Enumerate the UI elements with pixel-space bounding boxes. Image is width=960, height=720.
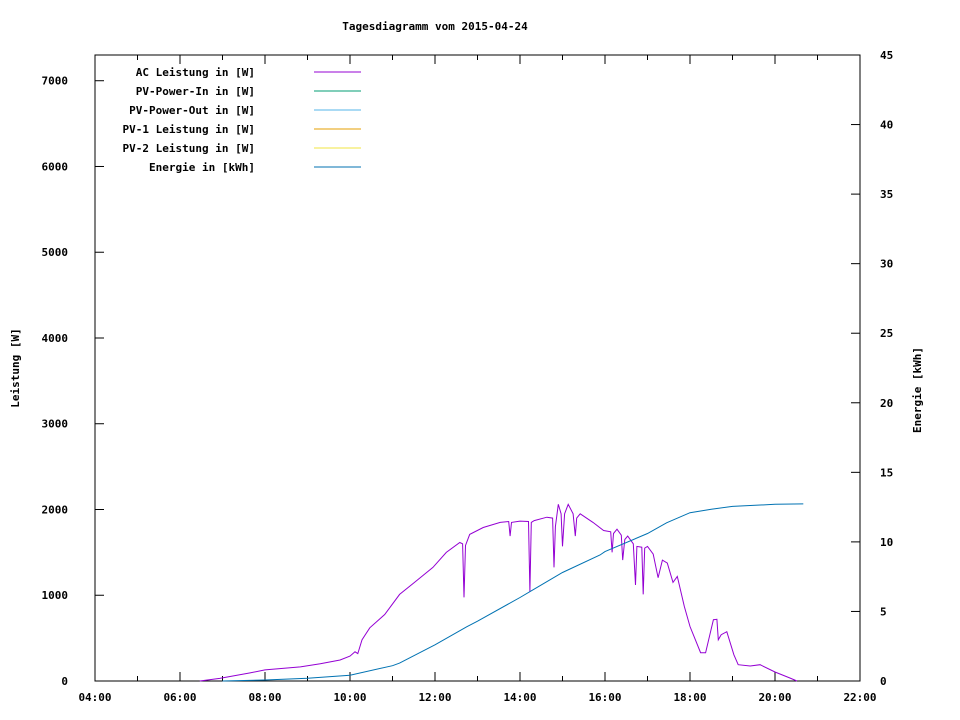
y-tick-label: 7000 xyxy=(42,75,69,88)
x-tick-label: 14:00 xyxy=(503,691,536,704)
y2-tick-label: 0 xyxy=(880,675,887,688)
y2-axis-label: Energie [kWh] xyxy=(911,347,924,433)
chart-title: Tagesdiagramm vom 2015-04-24 xyxy=(342,20,528,33)
x-tick-label: 04:00 xyxy=(78,691,111,704)
legend-label: PV-1 Leistung in [W] xyxy=(123,123,255,136)
x-tick-label: 06:00 xyxy=(163,691,196,704)
legend: AC Leistung in [W] PV-Power-In in [W] PV-P… xyxy=(123,66,361,174)
x-tick-label: 20:00 xyxy=(758,691,791,704)
y2-tick-label: 5 xyxy=(880,605,887,618)
y-tick-label: 1000 xyxy=(42,589,69,602)
series-line-5 xyxy=(222,503,804,682)
x-tick-label: 18:00 xyxy=(673,691,706,704)
x-tick-label: 10:00 xyxy=(333,691,366,704)
legend-label: PV-Power-In in [W] xyxy=(136,85,255,98)
y2-tick-label: 40 xyxy=(880,119,893,132)
series-line-0 xyxy=(199,503,798,682)
legend-label: AC Leistung in [W] xyxy=(136,66,255,79)
series-group xyxy=(199,503,804,682)
axes: 04:00 06:00 08:00 10:00 12:00 14:00 16:00 18:00… xyxy=(42,49,894,704)
legend-label: PV-Power-Out in [W] xyxy=(129,104,255,117)
x-tick-label: 12:00 xyxy=(418,691,451,704)
y2-tick-label: 10 xyxy=(880,536,893,549)
y2-tick-label: 25 xyxy=(880,327,893,340)
x-tick-label: 16:00 xyxy=(588,691,621,704)
y2-tick-label: 30 xyxy=(880,258,893,271)
y2-tick-label: 35 xyxy=(880,188,893,201)
x-tick-label: 08:00 xyxy=(248,691,281,704)
y-tick-label: 5000 xyxy=(42,246,69,259)
legend-label: Energie in [kWh] xyxy=(149,161,255,174)
x-tick-label: 22:00 xyxy=(843,691,876,704)
y-tick-label: 2000 xyxy=(42,503,69,516)
y2-tick-label: 20 xyxy=(880,397,893,410)
y2-tick-label: 15 xyxy=(880,466,893,479)
y-tick-label: 6000 xyxy=(42,160,69,173)
y-axis-label: Leistung [W] xyxy=(9,328,22,407)
y-tick-label: 0 xyxy=(61,675,68,688)
legend-label: PV-2 Leistung in [W] xyxy=(123,142,255,155)
y-tick-label: 3000 xyxy=(42,418,69,431)
y2-tick-label: 45 xyxy=(880,49,893,62)
y-tick-label: 4000 xyxy=(42,332,69,345)
